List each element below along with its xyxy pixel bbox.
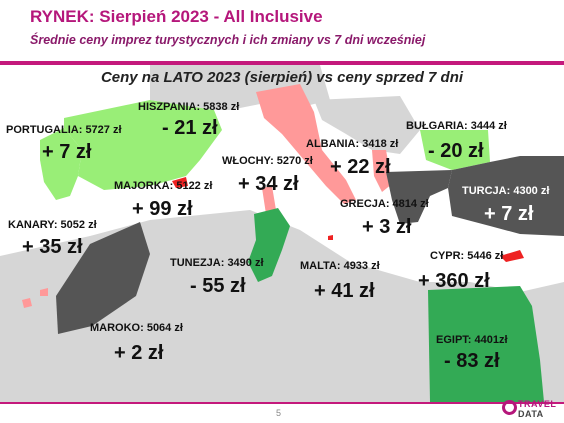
change-maroko: + 2 zł — [114, 342, 164, 364]
travel-data-logo: TRAVEL DATA — [500, 397, 562, 423]
label-albania: ALBANIA: 3418 zł — [306, 138, 399, 150]
map-svg — [0, 65, 564, 402]
label-malta: MALTA: 4933 zł — [300, 260, 380, 272]
region-sardynia — [262, 186, 276, 214]
label-bulgaria: BUŁGARIA: 3444 zł — [406, 120, 507, 132]
region-maroko — [56, 222, 150, 334]
map-title: Ceny na LATO 2023 (sierpień) vs ceny spr… — [100, 69, 464, 86]
region-turcja — [448, 156, 564, 236]
label-turcja: TURCJA: 4300 zł — [462, 185, 550, 197]
region-bulgaria — [420, 130, 490, 170]
page-number: 5 — [276, 408, 282, 418]
region-cypr — [500, 250, 524, 262]
logo-line1: TRAVEL — [518, 399, 557, 409]
region-malta — [328, 235, 333, 240]
label-grecja: GRECJA: 4814 zł — [340, 198, 429, 210]
region-hiszpania — [64, 100, 222, 190]
map-area — [0, 65, 564, 402]
change-majorka: + 99 zł — [132, 198, 193, 220]
label-kanary: KANARY: 5052 zł — [8, 219, 97, 231]
label-hiszpania: HISZPANIA: 5838 zł — [138, 101, 240, 113]
region-albania — [372, 150, 392, 192]
change-tunezja: - 55 zł — [190, 275, 246, 297]
region-tunezja — [248, 208, 290, 282]
change-hiszpania: - 21 zł — [162, 117, 218, 139]
footer-divider — [0, 402, 564, 404]
change-portugalia: + 7 zł — [42, 141, 92, 163]
change-cypr: + 360 zł — [418, 270, 490, 292]
label-wlochy: WŁOCHY: 5270 zł — [222, 155, 313, 167]
label-portugalia: PORTUGALIA: 5727 zł — [6, 124, 122, 136]
page-title: RYNEK: Sierpień 2023 - All Inclusive — [30, 7, 323, 26]
region-egipt — [428, 286, 544, 402]
region-majorka — [172, 177, 188, 188]
change-wlochy: + 34 zł — [238, 173, 299, 195]
logo-line2: DATA — [518, 409, 544, 419]
region-wlochy — [256, 84, 356, 204]
header: RYNEK: Sierpień 2023 - All Inclusive Śre… — [0, 0, 564, 62]
label-egipt: EGIPT: 4401zł — [436, 334, 508, 346]
header-divider — [0, 61, 564, 65]
change-egipt: - 83 zł — [444, 350, 500, 372]
label-tunezja: TUNEZJA: 3490 zł — [170, 257, 264, 269]
change-kanary: + 35 zł — [22, 236, 83, 258]
change-albania: + 22 zł — [330, 156, 391, 178]
label-majorka: MAJORKA: 5122 zł — [114, 180, 213, 192]
change-turcja: + 7 zł — [484, 203, 534, 225]
page-subtitle: Średnie ceny imprez turystycznych i ich … — [30, 33, 426, 47]
region-portugalia — [40, 128, 82, 200]
label-maroko: MAROKO: 5064 zł — [90, 322, 183, 334]
label-cypr: CYPR: 5446 zł — [430, 250, 504, 262]
region-grecja — [386, 170, 452, 224]
region-kanary — [22, 288, 48, 308]
change-bulgaria: - 20 zł — [428, 140, 484, 162]
logo-mark-icon — [502, 400, 517, 415]
region-balkany — [314, 96, 420, 154]
change-grecja: + 3 zł — [362, 216, 412, 238]
change-malta: + 41 zł — [314, 280, 375, 302]
